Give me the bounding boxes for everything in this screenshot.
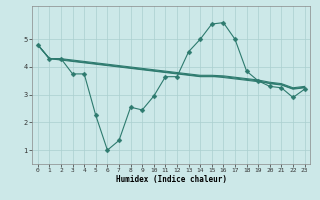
X-axis label: Humidex (Indice chaleur): Humidex (Indice chaleur) — [116, 175, 227, 184]
